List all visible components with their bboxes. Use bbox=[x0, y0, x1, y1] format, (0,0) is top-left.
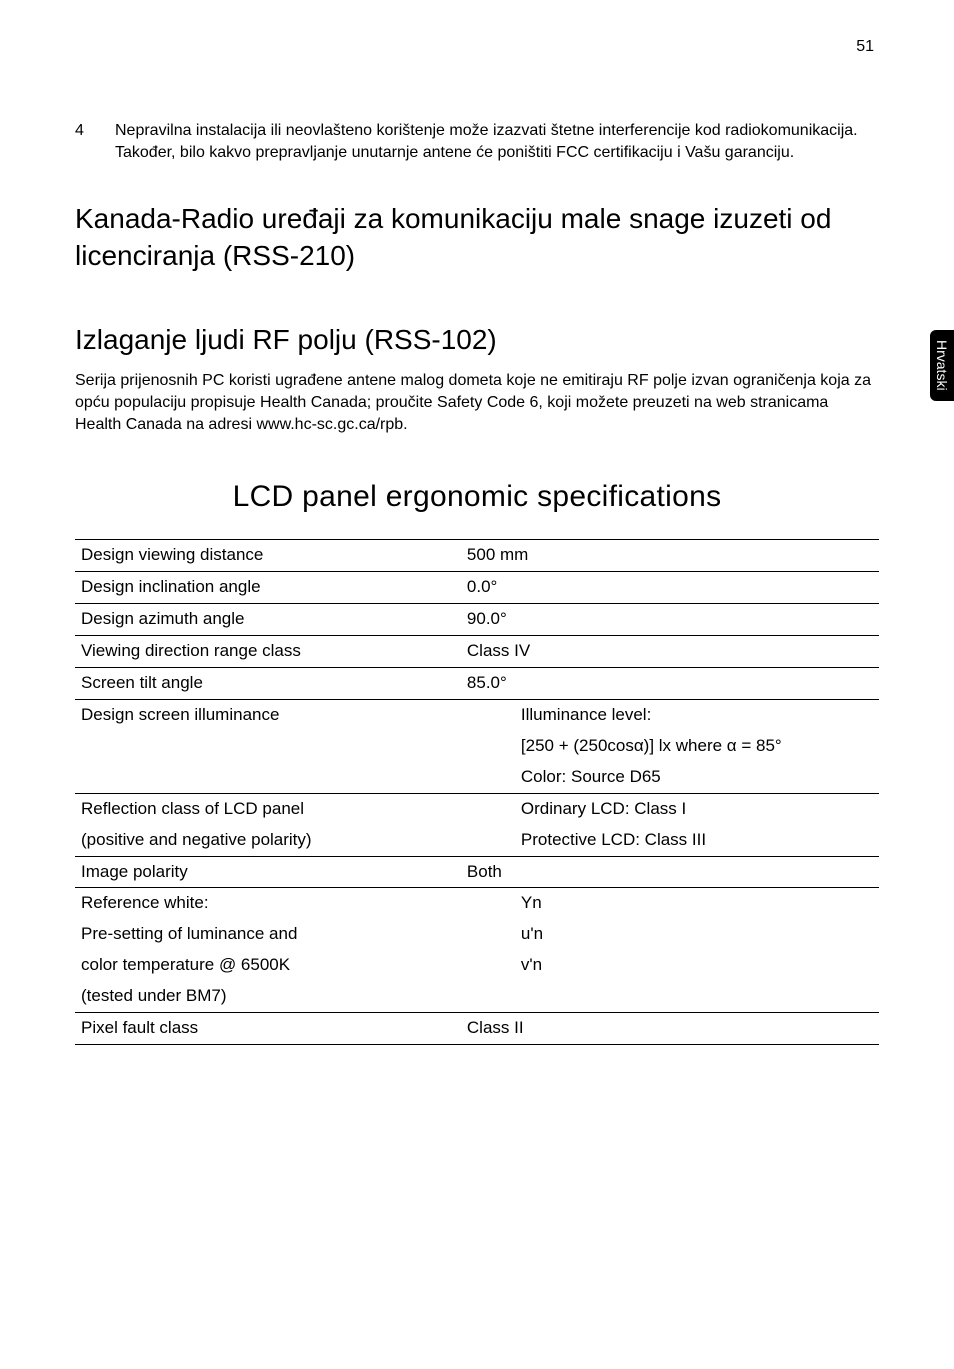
table-row: Pixel fault class Class II bbox=[75, 1013, 879, 1045]
table-row: Reference white: Yn bbox=[75, 888, 879, 919]
spec-value: 500 mm bbox=[461, 540, 879, 572]
table-row: Design screen illuminance Illuminance le… bbox=[75, 699, 879, 730]
table-row: Pre-setting of luminance and u'n bbox=[75, 919, 879, 950]
spec-label: Design azimuth angle bbox=[75, 604, 461, 636]
spec-label: Viewing direction range class bbox=[75, 635, 461, 667]
footnote-item: 4 Nepravilna instalacija ili neovlašteno… bbox=[75, 120, 879, 163]
section-heading-rss102: Izlaganje ljudi RF polju (RSS-102) bbox=[75, 322, 879, 358]
spec-label: Image polarity bbox=[75, 856, 461, 888]
spec-label: (positive and negative polarity) bbox=[75, 825, 461, 856]
table-row: Design inclination angle 0.0° bbox=[75, 572, 879, 604]
footnote-text: Nepravilna instalacija ili neovlašteno k… bbox=[115, 120, 879, 163]
table-row: (positive and negative polarity) Protect… bbox=[75, 825, 879, 856]
spec-label: Design viewing distance bbox=[75, 540, 461, 572]
table-row: Design azimuth angle 90.0° bbox=[75, 604, 879, 636]
table-row: color temperature @ 6500K v'n bbox=[75, 950, 879, 981]
spec-label: Pre-setting of luminance and bbox=[75, 919, 461, 950]
table-row: Screen tilt angle 85.0° bbox=[75, 667, 879, 699]
page-number: 51 bbox=[856, 38, 874, 56]
table-row: (tested under BM7) bbox=[75, 981, 879, 1012]
spec-label: Reflection class of LCD panel bbox=[75, 793, 461, 824]
spec-value-line: Yn bbox=[461, 888, 879, 919]
spec-value-line: Protective LCD: Class III bbox=[461, 825, 879, 856]
spec-label: (tested under BM7) bbox=[75, 981, 461, 1012]
section-body-rss102: Serija prijenosnih PC koristi ugrađene a… bbox=[75, 370, 879, 435]
spec-label: color temperature @ 6500K bbox=[75, 950, 461, 981]
table-row: Viewing direction range class Class IV bbox=[75, 635, 879, 667]
footnote-number: 4 bbox=[75, 120, 115, 163]
spec-label: Design screen illuminance bbox=[75, 699, 461, 793]
spec-value-line: Illuminance level: bbox=[461, 699, 879, 730]
spec-value-line: u'n bbox=[461, 919, 879, 950]
spec-value-line: v'n bbox=[461, 950, 879, 981]
lcd-spec-title: LCD panel ergonomic specifications bbox=[75, 480, 879, 514]
spec-value-line: Ordinary LCD: Class I bbox=[461, 793, 879, 824]
spec-label: Screen tilt angle bbox=[75, 667, 461, 699]
spec-label: Pixel fault class bbox=[75, 1013, 461, 1045]
spec-value-line: [250 + (250cosα)] lx where α = 85° bbox=[461, 731, 879, 762]
spec-value-empty bbox=[461, 981, 879, 1012]
spec-value: 85.0° bbox=[461, 667, 879, 699]
section-heading-rss210: Kanada-Radio uređaji za komunikaciju mal… bbox=[75, 201, 879, 274]
spec-value: 90.0° bbox=[461, 604, 879, 636]
table-row: Design viewing distance 500 mm bbox=[75, 540, 879, 572]
table-row: Reflection class of LCD panel Ordinary L… bbox=[75, 793, 879, 824]
table-row: Image polarity Both bbox=[75, 856, 879, 888]
spec-label: Reference white: bbox=[75, 888, 461, 919]
spec-value: 0.0° bbox=[461, 572, 879, 604]
lcd-spec-table: Design viewing distance 500 mm Design in… bbox=[75, 539, 879, 1045]
spec-value-line: Color: Source D65 bbox=[461, 762, 879, 793]
language-tab: Hrvatski bbox=[930, 330, 954, 401]
spec-value: Class II bbox=[461, 1013, 879, 1045]
spec-label: Design inclination angle bbox=[75, 572, 461, 604]
spec-value: Class IV bbox=[461, 635, 879, 667]
spec-value: Both bbox=[461, 856, 879, 888]
